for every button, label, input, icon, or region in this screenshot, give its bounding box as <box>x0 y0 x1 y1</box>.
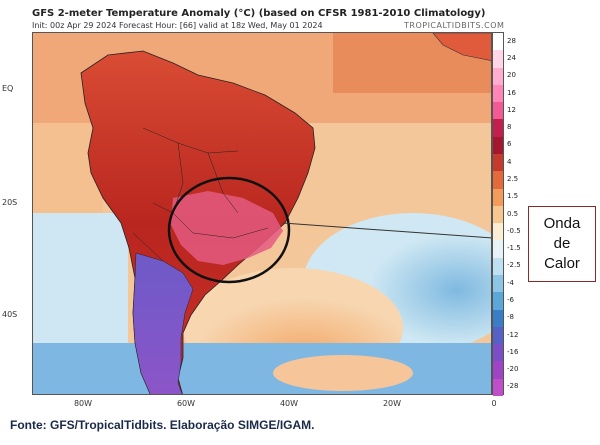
colorbar-tick-label: 8 <box>507 123 512 132</box>
colorbar-tick-label: 0.5 <box>507 209 519 218</box>
colorbar-segment <box>493 309 503 327</box>
lon-label-0: 0 <box>491 399 497 408</box>
colorbar-segment <box>493 292 503 310</box>
southern-ocean-warm-patch <box>273 355 413 391</box>
callout-line-1: Onda <box>543 215 581 232</box>
map-subtitle: Init: 00z Apr 29 2024 Forecast Hour: [66… <box>32 21 323 30</box>
colorbar-segment <box>493 223 503 241</box>
colorbar-segment <box>493 257 503 275</box>
heat-wave-callout: Onda de Calor <box>528 206 596 282</box>
colorbar-segment <box>493 274 503 293</box>
lat-label-eq: EQ <box>2 84 14 93</box>
colorbar-tick-label: 16 <box>507 88 516 97</box>
colorbar-segment <box>493 84 503 103</box>
colorbar-segment <box>493 240 503 258</box>
colorbar-segment <box>493 119 503 137</box>
colorbar-tick-label: -2.5 <box>507 261 521 270</box>
colorbar-tick-label: 6 <box>507 140 512 149</box>
colorbar-tick-label: 20 <box>507 71 516 80</box>
lat-label-20s: 20S <box>2 198 18 207</box>
colorbar-segment <box>493 188 503 206</box>
colorbar-segment <box>493 153 503 172</box>
lat-label-40s: 40S <box>2 310 18 319</box>
colorbar <box>492 32 504 396</box>
colorbar-segment <box>493 326 503 345</box>
colorbar-segment <box>493 136 503 154</box>
brand-watermark: TROPICALTIDBITS.COM <box>404 21 505 30</box>
lon-label-40w: 40W <box>279 399 299 408</box>
lon-label-20w: 20W <box>382 399 402 408</box>
colorbar-segment <box>493 33 503 51</box>
colorbar-tick-label: 4 <box>507 157 512 166</box>
colorbar-tick-label: -16 <box>507 347 519 356</box>
colorbar-tick-label: 28 <box>507 36 516 45</box>
lon-label-60w: 60W <box>176 399 196 408</box>
southern-cone-cold <box>132 252 194 394</box>
lon-label-80w: 80W <box>73 399 93 408</box>
colorbar-labels: 28 24 20 16 12 8 6 4 2.5 1.5 0.5 -0.5 -1.5 -2.5 -4 -6 -8… <box>505 32 545 395</box>
colorbar-tick-label: -20 <box>507 365 519 374</box>
anomaly-map-svg <box>33 33 491 394</box>
colorbar-tick-label: -4 <box>507 278 514 287</box>
colorbar-tick-label: -12 <box>507 330 519 339</box>
callout-line-2: de <box>553 235 571 252</box>
colorbar-tick-label: -8 <box>507 313 514 322</box>
southern-ocean-cool <box>33 343 491 394</box>
colorbar-segment <box>493 102 503 120</box>
colorbar-segment <box>493 67 503 85</box>
colorbar-segment <box>493 171 503 189</box>
map-title: GFS 2-meter Temperature Anomaly (°C) (ba… <box>32 8 486 19</box>
africa-coast <box>432 33 491 61</box>
colorbar-tick-label: 2.5 <box>507 174 519 183</box>
colorbar-segment <box>493 50 503 68</box>
colorbar-tick-label: -6 <box>507 295 514 304</box>
colorbar-tick-label: -28 <box>507 382 519 391</box>
colorbar-tick-label: 24 <box>507 53 516 62</box>
colorbar-tick-label: -0.5 <box>507 226 521 235</box>
colorbar-segment <box>493 361 503 379</box>
callout-arrow-line <box>282 222 491 239</box>
source-caption: Fonte: GFS/TropicalTidbits. Elaboração S… <box>10 418 315 432</box>
callout-line-3: Calor <box>544 255 580 272</box>
anomaly-map <box>32 32 492 395</box>
colorbar-segment <box>493 378 503 396</box>
colorbar-tick-label: 1.5 <box>507 192 519 201</box>
colorbar-tick-label: -1.5 <box>507 244 521 253</box>
colorbar-tick-label: 12 <box>507 105 516 114</box>
heat-wave-ellipse <box>167 176 291 284</box>
heat-core <box>171 191 283 265</box>
colorbar-segment <box>493 205 503 224</box>
colorbar-segment <box>493 344 503 362</box>
